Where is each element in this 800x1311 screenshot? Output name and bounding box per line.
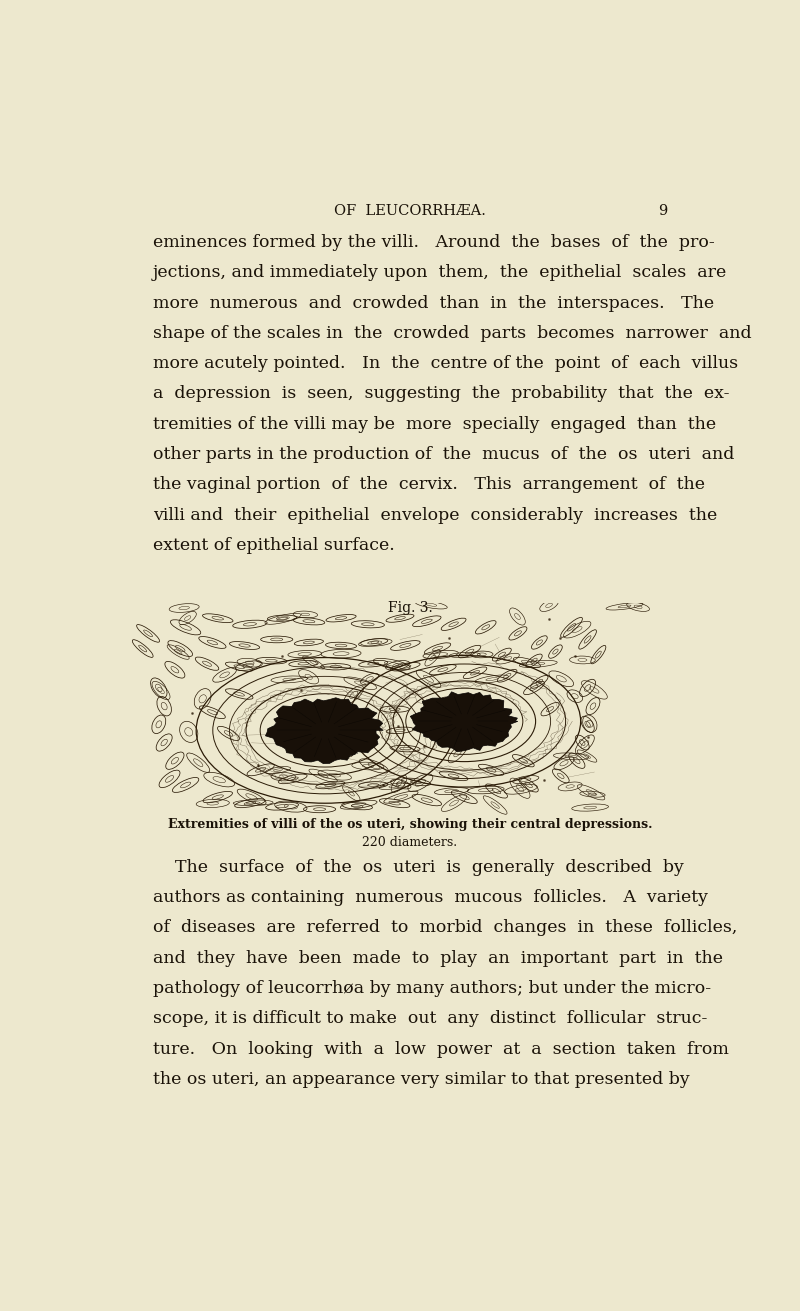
Text: scope, it is difficult to make  out  any  distinct  follicular  struc-: scope, it is difficult to make out any d…	[153, 1011, 707, 1028]
Text: the vaginal portion  of  the  cervix.   This  arrangement  of  the: the vaginal portion of the cervix. This …	[153, 476, 705, 493]
Text: pathology of leucorrhøa by many authors; but under the micro-: pathology of leucorrhøa by many authors;…	[153, 981, 711, 998]
Text: 220 diameters.: 220 diameters.	[362, 835, 458, 848]
PathPatch shape	[410, 692, 518, 751]
PathPatch shape	[266, 697, 383, 764]
Text: extent of epithelial surface.: extent of epithelial surface.	[153, 538, 394, 553]
Text: a  depression  is  seen,  suggesting  the  probability  that  the  ex-: a depression is seen, suggesting the pro…	[153, 385, 730, 402]
Text: The  surface  of  the  os  uteri  is  generally  described  by: The surface of the os uteri is generally…	[153, 859, 683, 876]
Text: authors as containing  numerous  mucous  follicles.   A  variety: authors as containing numerous mucous fo…	[153, 889, 708, 906]
Text: jections, and immediately upon  them,  the  epithelial  scales  are: jections, and immediately upon them, the…	[153, 265, 727, 282]
Text: and  they  have  been  made  to  play  an  important  part  in  the: and they have been made to play an impor…	[153, 949, 722, 966]
Text: other parts in the production of  the  mucus  of  the  os  uteri  and: other parts in the production of the muc…	[153, 446, 734, 463]
Text: Fig. 3.: Fig. 3.	[388, 602, 432, 615]
Text: Extremities of villi of the os uteri, showing their central depressions.: Extremities of villi of the os uteri, sh…	[168, 818, 652, 830]
Text: shape of the scales in  the  crowded  parts  becomes  narrower  and: shape of the scales in the crowded parts…	[153, 325, 751, 342]
Text: more  numerous  and  crowded  than  in  the  interspaces.   The: more numerous and crowded than in the in…	[153, 295, 714, 312]
Text: ture.   On  looking  with  a  low  power  at  a  section  taken  from: ture. On looking with a low power at a s…	[153, 1041, 729, 1058]
Text: OF  LEUCORRHÆA.: OF LEUCORRHÆA.	[334, 203, 486, 218]
Text: more acutely pointed.   In  the  centre of the  point  of  each  villus: more acutely pointed. In the centre of t…	[153, 355, 738, 372]
Text: eminences formed by the villi.   Around  the  bases  of  the  pro-: eminences formed by the villi. Around th…	[153, 235, 714, 250]
Text: of  diseases  are  referred  to  morbid  changes  in  these  follicles,: of diseases are referred to morbid chang…	[153, 919, 737, 936]
Text: 9: 9	[658, 203, 667, 218]
Text: the os uteri, an appearance very similar to that presented by: the os uteri, an appearance very similar…	[153, 1071, 690, 1088]
Text: villi and  their  epithelial  envelope  considerably  increases  the: villi and their epithelial envelope cons…	[153, 506, 717, 523]
Text: tremities of the villi may be  more  specially  engaged  than  the: tremities of the villi may be more speci…	[153, 416, 716, 433]
